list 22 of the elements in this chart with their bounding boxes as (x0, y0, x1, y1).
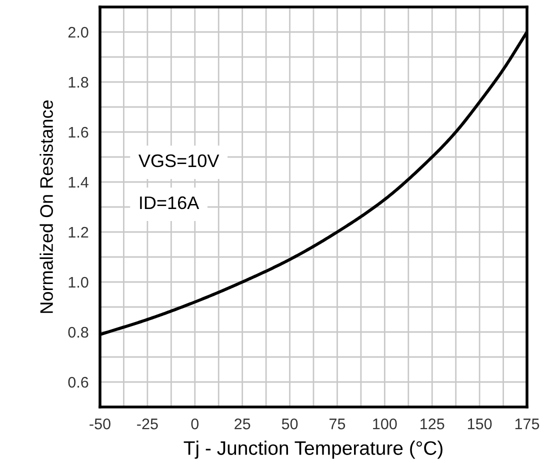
y-tick-label: 0.6 (68, 376, 88, 388)
y-tick-label: 1.2 (68, 226, 88, 238)
x-tick-label: -50 (90, 418, 110, 430)
x-tick-label: 0 (191, 418, 199, 430)
x-tick-label: 175 (515, 418, 540, 430)
x-tick-label: 150 (468, 418, 492, 430)
x-tick-label: 125 (420, 418, 444, 430)
x-tick-label: 75 (330, 418, 346, 430)
x-axis-title: Tj - Junction Temperature (°C) (184, 440, 442, 459)
annotation: VGS=10V (138, 154, 220, 168)
y-tick-label: 1.4 (68, 177, 88, 188)
y-tick-label: 1.8 (68, 76, 88, 88)
y-tick-label: 2.0 (68, 26, 88, 38)
x-tick-label: -25 (137, 418, 158, 430)
x-tick-label: 100 (373, 418, 397, 430)
y-tick-label: 1.0 (68, 276, 88, 288)
x-tick-label: 50 (282, 418, 298, 430)
y-tick-label: 0.8 (68, 326, 88, 338)
annotation: ID=16A (140, 196, 200, 210)
x-tick-label: 25 (234, 418, 250, 430)
y-axis-title: Normalized On Resistance (40, 100, 53, 313)
y-tick-label: 1.6 (68, 126, 88, 138)
